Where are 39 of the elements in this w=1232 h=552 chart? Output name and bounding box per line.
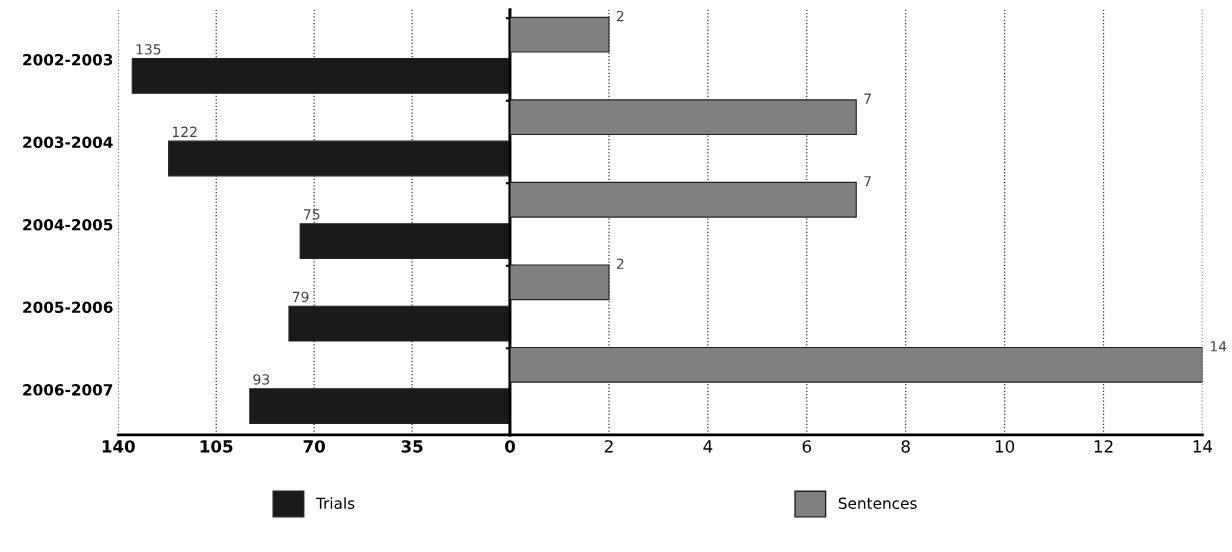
y-tick-label: 2005-2006 xyxy=(23,301,113,314)
x-tick-label: 140 xyxy=(102,440,135,453)
legend-label: Sentences xyxy=(838,497,917,510)
bar xyxy=(131,58,511,94)
data-label: 2 xyxy=(616,10,624,22)
bar xyxy=(299,223,511,259)
y-tick-label: 2002-2003 xyxy=(23,53,113,66)
x-tick-label: 2 xyxy=(604,440,613,453)
data-label: 7 xyxy=(864,93,871,104)
x-tick-label: 0 xyxy=(505,440,516,453)
x-tick-label: 105 xyxy=(200,440,233,453)
bar xyxy=(510,16,610,53)
data-label: 7 xyxy=(864,176,871,187)
x-tick-label: 8 xyxy=(901,440,910,453)
x-tick-label: 12 xyxy=(1094,440,1113,453)
bar xyxy=(288,305,511,342)
x-tick-label: 14 xyxy=(1193,440,1213,453)
bar xyxy=(510,264,610,301)
x-tick-label: 6 xyxy=(802,440,812,453)
bar xyxy=(249,388,511,424)
bar xyxy=(510,346,1203,383)
x-tick-label: 4 xyxy=(703,440,713,453)
x-tick-label: 10 xyxy=(995,440,1015,453)
y-tick-label: 2006-2007 xyxy=(23,384,113,396)
data-label: 14 xyxy=(1210,341,1227,352)
data-label: 93 xyxy=(253,374,270,385)
y-tick-label: 2004-2005 xyxy=(23,218,113,231)
x-tick-label: 35 xyxy=(401,440,423,453)
data-label: 75 xyxy=(304,209,320,220)
x-tick-label: 70 xyxy=(303,440,325,453)
bar xyxy=(168,140,511,177)
bar xyxy=(510,181,857,218)
legend-label: Trials xyxy=(315,497,355,510)
data-label: 79 xyxy=(292,291,309,303)
data-label: 135 xyxy=(136,44,161,55)
y-tick-label: 2003-2004 xyxy=(23,136,113,149)
bar xyxy=(510,99,857,136)
data-label: 2 xyxy=(616,258,624,269)
data-label: 122 xyxy=(172,126,197,137)
